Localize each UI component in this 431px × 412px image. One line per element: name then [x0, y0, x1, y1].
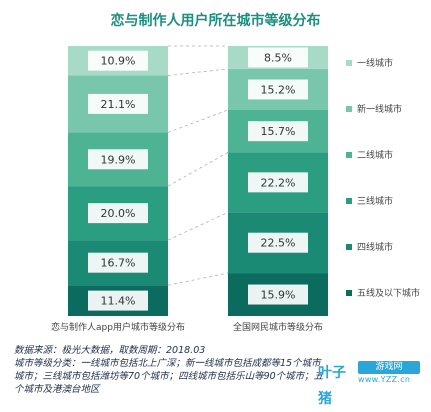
data-label-box	[248, 121, 308, 142]
category-label: 恋与制作人app用户城市等级分布	[51, 321, 185, 333]
data-label: 8.5%	[264, 51, 292, 64]
legend-swatch	[346, 198, 352, 204]
legend-label: 二线城市	[357, 149, 393, 161]
note-line: 城市；三线城市包括潍坊等70个城市；四线城市包括乐山等90个城市；五	[14, 371, 324, 382]
data-label-box	[88, 149, 148, 170]
data-label-box	[248, 232, 308, 253]
data-label: 15.9%	[261, 289, 296, 302]
data-label-box	[88, 50, 148, 71]
legend-label: 三线城市	[357, 195, 393, 207]
legend-swatch	[346, 290, 352, 296]
note-line: 个城市及港澳台地区	[14, 384, 100, 395]
data-label: 10.9%	[101, 55, 136, 68]
data-label: 20.0%	[101, 207, 136, 220]
data-label-box	[248, 284, 308, 305]
data-label: 16.7%	[101, 257, 136, 270]
connector-line	[167, 68, 229, 76]
data-notes: 数据来源：极光大数据，取数周期：2018.03 城市等级分类：一线城市包括北上广…	[14, 344, 324, 396]
data-label: 15.7%	[261, 125, 296, 138]
chart-title: 恋与制作人用户所在城市等级分布	[110, 13, 321, 29]
data-label-box	[88, 203, 148, 224]
connector-line	[167, 211, 229, 241]
connector-line	[167, 109, 229, 133]
data-label: 22.5%	[261, 237, 296, 250]
data-label: 11.4%	[101, 295, 136, 308]
category-label: 全国网民城市等级分布	[233, 321, 323, 333]
legend-swatch	[346, 60, 352, 66]
legend-label: 一线城市	[357, 57, 393, 69]
data-label: 21.1%	[101, 98, 136, 111]
connector-line	[167, 152, 229, 187]
legend-swatch	[346, 152, 352, 158]
data-label-box	[88, 290, 148, 311]
data-label-box	[248, 47, 308, 68]
data-label-box	[248, 172, 308, 193]
data-label-box	[88, 93, 148, 114]
legend-swatch	[346, 244, 352, 250]
data-label: 15.2%	[261, 83, 296, 96]
logo-name: 叶子猪	[318, 365, 346, 407]
stacked-bar-chart: 11.4% 16.7% 20.0% 19.9% 21.1% 10.9% 恋与制作人app用户…	[51, 45, 420, 333]
data-label: 22.2%	[261, 176, 296, 189]
logo-url: www.YZZ.cn	[358, 375, 411, 384]
data-label: 19.9%	[101, 153, 136, 166]
connector-line	[167, 272, 229, 286]
note-line: 数据来源：极光大数据，取数周期：2018.03	[14, 345, 206, 356]
site-logo: 叶子猪 游戏网 www.YZZ.cn	[318, 360, 422, 407]
legend-swatch	[346, 106, 352, 112]
data-label-box	[88, 252, 148, 273]
chart-area: 恋与制作人用户所在城市等级分布 11.4% 16.7% 20.0% 19.9% 21.1…	[51, 13, 420, 333]
logo-badge: 游戏网	[358, 361, 420, 374]
legend-label: 四线城市	[357, 241, 393, 253]
legend-label: 五线及以下城市	[357, 287, 420, 299]
data-label-box	[248, 79, 308, 100]
note-line: 城市等级分类：一线城市包括北上广深；新一线城市包括成都等15个城市	[14, 358, 321, 369]
legend-label: 新一线城市	[357, 103, 402, 115]
